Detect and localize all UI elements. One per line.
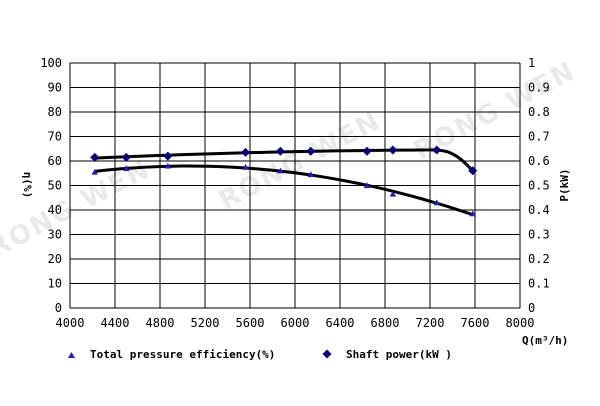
y-right-tick-label: 0 bbox=[528, 301, 535, 315]
x-tick-label: 6800 bbox=[371, 316, 400, 330]
y-right-tick-label: 0.1 bbox=[528, 277, 550, 291]
x-tick-labels: 4000 4400 4800 5200 5600 6000 6400 6800 7200 7600… bbox=[56, 316, 535, 330]
y-right-tick-label: 0.8 bbox=[528, 105, 550, 119]
y-left-tick-label: 100 bbox=[40, 56, 62, 70]
legend-triangle-marker bbox=[68, 352, 75, 358]
y-right-tick-label: 0.2 bbox=[528, 252, 550, 266]
power-point bbox=[388, 145, 398, 155]
power-point bbox=[275, 146, 285, 156]
x-tick-label: 4400 bbox=[101, 316, 130, 330]
x-tick-label: 5600 bbox=[236, 316, 265, 330]
x-tick-label: 7600 bbox=[461, 316, 490, 330]
legend-power-label: Shaft power(kW ) bbox=[346, 348, 452, 361]
y-left-tick-labels: 0 10 20 30 40 50 60 70 80 90 100 bbox=[40, 56, 62, 315]
efficiency-point bbox=[91, 168, 98, 175]
y-left-axis-label: η(%) bbox=[21, 172, 34, 199]
power-point bbox=[362, 146, 372, 156]
legend: Total pressure efficiency(%) Shaft power… bbox=[68, 348, 452, 361]
efficiency-point bbox=[123, 165, 130, 171]
y-left-tick-label: 20 bbox=[48, 252, 62, 266]
y-right-tick-label: 1 bbox=[528, 56, 535, 70]
watermark-text-0: RONG WEN bbox=[0, 154, 156, 264]
power-point bbox=[306, 146, 316, 156]
y-left-tick-label: 60 bbox=[48, 154, 62, 168]
y-left-tick-label: 30 bbox=[48, 228, 62, 242]
power-point bbox=[468, 166, 478, 176]
x-tick-label: 6400 bbox=[326, 316, 355, 330]
y-right-tick-label: 0.4 bbox=[528, 203, 550, 217]
efficiency-point bbox=[164, 162, 172, 169]
y-right-tick-label: 0.7 bbox=[528, 130, 550, 144]
legend-efficiency-label: Total pressure efficiency(%) bbox=[90, 348, 275, 361]
power-point bbox=[90, 152, 100, 162]
efficiency-point bbox=[242, 163, 249, 170]
y-right-axis-label: P(kW) bbox=[558, 168, 571, 201]
efficiency-point bbox=[433, 199, 440, 206]
efficiency-point bbox=[389, 190, 397, 197]
y-right-tick-label: 0.9 bbox=[528, 81, 550, 95]
y-right-tick-label: 0.3 bbox=[528, 228, 550, 242]
y-left-tick-label: 10 bbox=[48, 277, 62, 291]
x-tick-label: 8000 bbox=[506, 316, 535, 330]
x-tick-label: 4800 bbox=[146, 316, 175, 330]
grid bbox=[69, 62, 521, 309]
x-axis-label: Q(m³/h) bbox=[522, 334, 568, 347]
data-markers bbox=[90, 145, 478, 217]
y-left-tick-label: 40 bbox=[48, 203, 62, 217]
y-right-tick-labels: 0 0.1 0.2 0.3 0.4 0.5 0.6 0.7 0.8 0.9 1 bbox=[528, 56, 550, 315]
y-left-tick-label: 70 bbox=[48, 130, 62, 144]
y-left-tick-label: 90 bbox=[48, 81, 62, 95]
x-tick-label: 4000 bbox=[56, 316, 85, 330]
trend-line-0 bbox=[94, 164, 474, 217]
power-point bbox=[121, 152, 131, 162]
x-tick-label: 6000 bbox=[281, 316, 310, 330]
legend-diamond-marker bbox=[322, 349, 332, 359]
y-left-tick-label: 0 bbox=[55, 301, 62, 315]
efficiency-point bbox=[469, 210, 476, 217]
power-point bbox=[241, 147, 250, 157]
y-right-tick-label: 0.5 bbox=[528, 179, 550, 193]
axis-labels: Q(m³/h) η(%) P(kW) bbox=[21, 168, 571, 347]
efficiency-point bbox=[277, 167, 284, 174]
y-left-tick-label: 80 bbox=[48, 105, 62, 119]
x-tick-label: 5200 bbox=[191, 316, 220, 330]
efficiency-point bbox=[307, 171, 314, 178]
y-left-tick-label: 50 bbox=[48, 179, 62, 193]
efficiency-point bbox=[363, 182, 371, 189]
power-point bbox=[432, 145, 442, 155]
y-right-tick-label: 0.6 bbox=[528, 154, 550, 168]
power-point bbox=[163, 151, 173, 161]
x-tick-label: 7200 bbox=[416, 316, 445, 330]
